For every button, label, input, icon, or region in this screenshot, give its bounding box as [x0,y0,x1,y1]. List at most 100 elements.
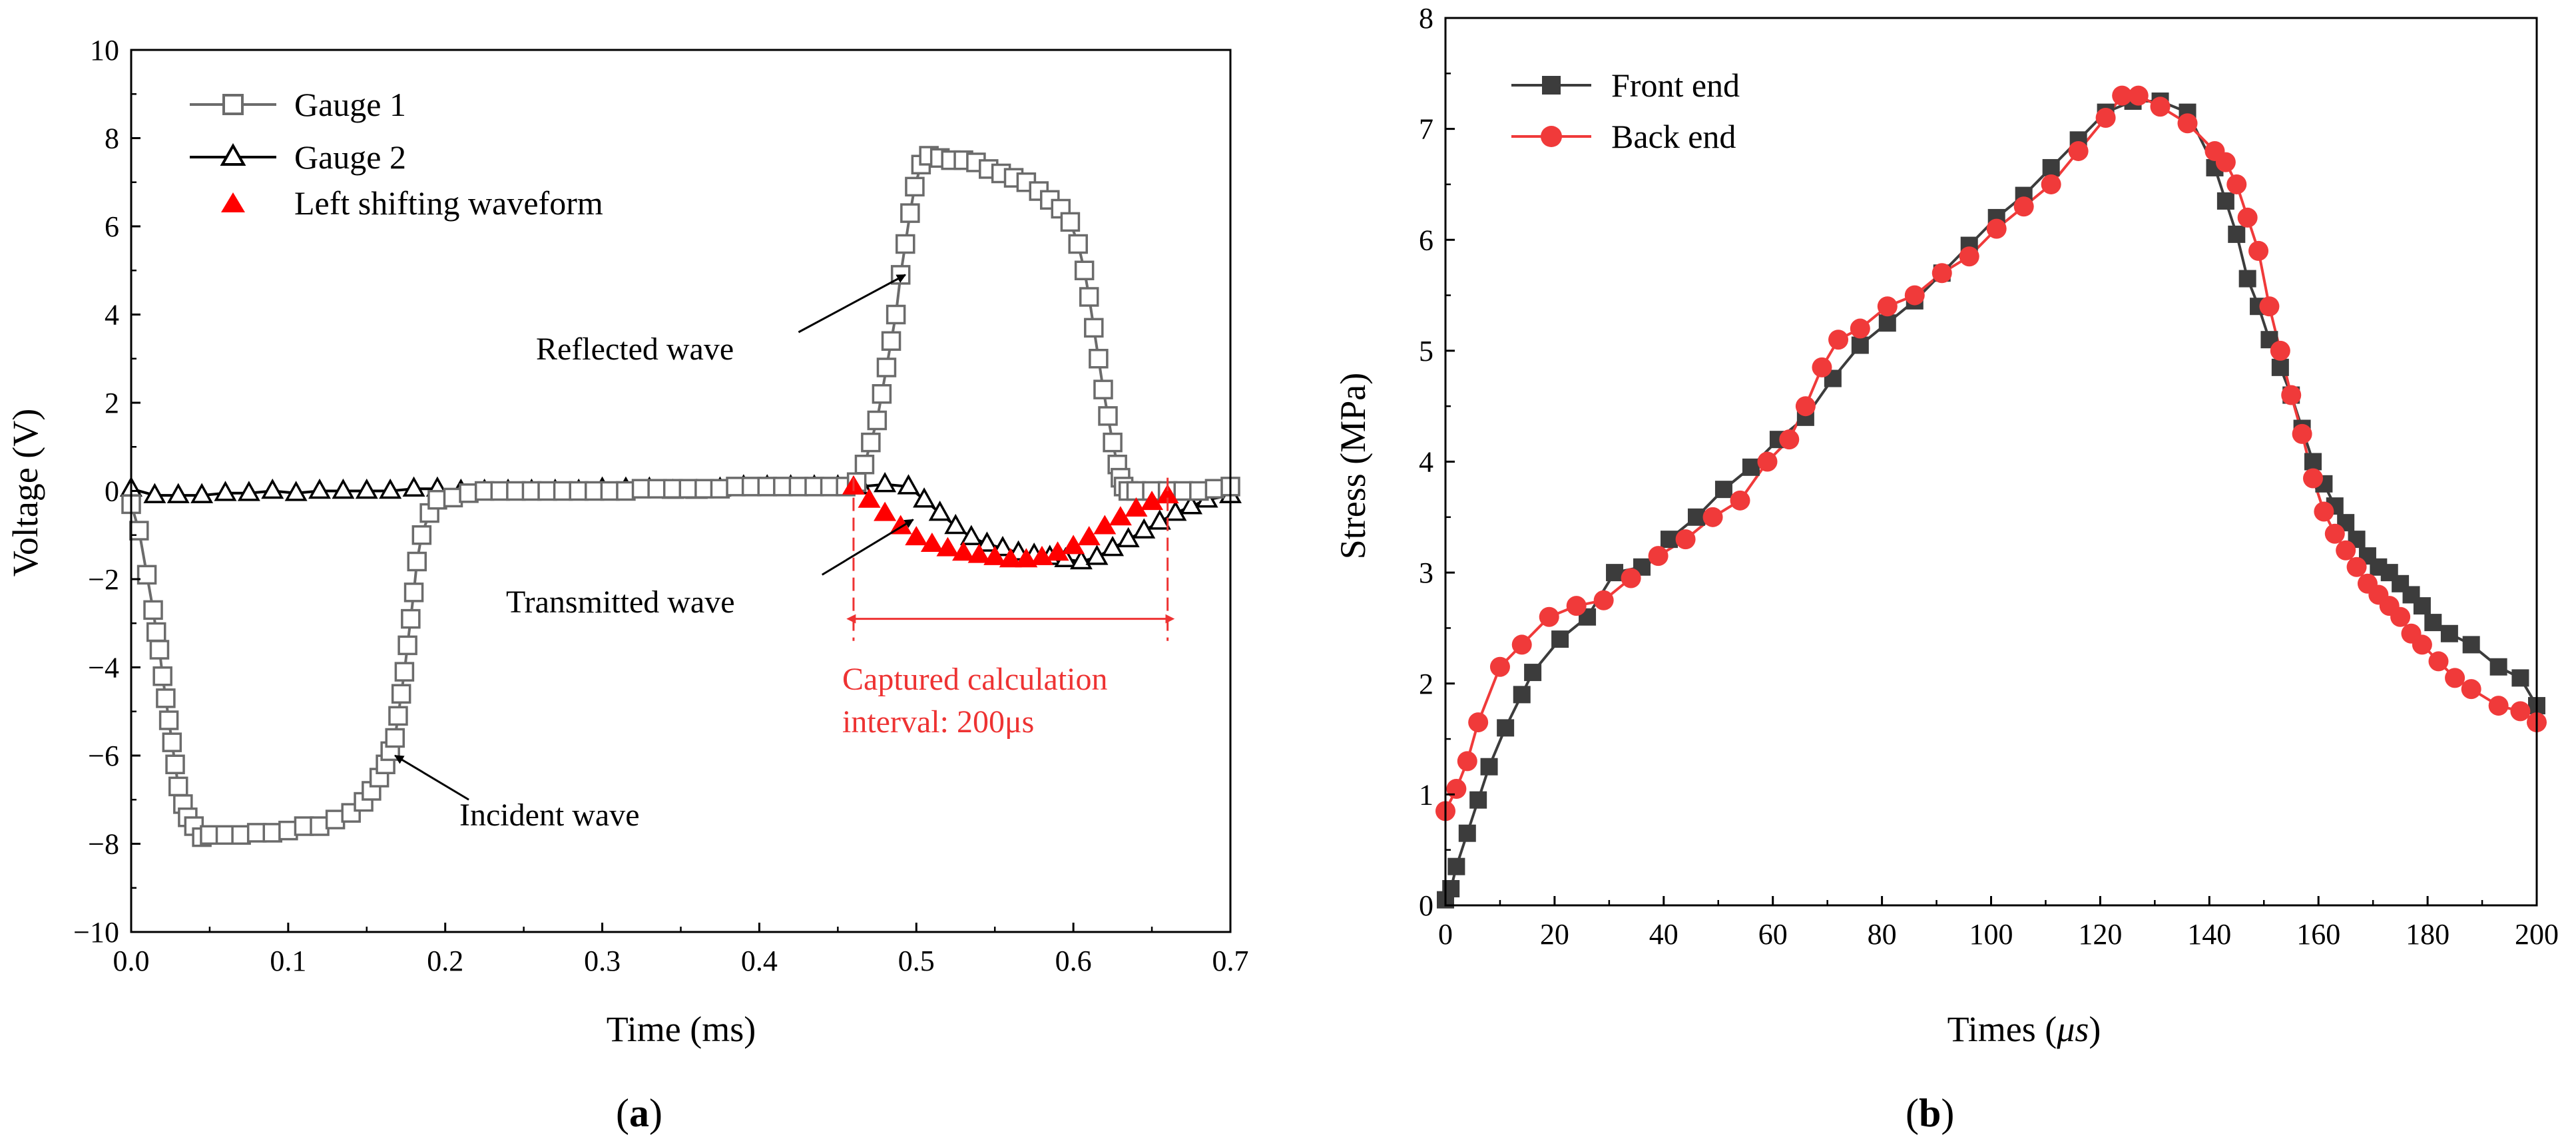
x-tick-label: 80 [1868,918,1897,951]
left-shifting-point [936,537,959,557]
y-tick-label: 6 [1419,224,1433,256]
x-tick-label: 180 [2406,918,2449,951]
back-end-point [1828,330,1849,350]
legend-item-left-shifting: Left shifting waveform [221,184,603,222]
reflected-wave-label: Reflected wave [536,332,734,367]
back-end-point [2112,85,2133,106]
gauge-2-point [402,476,425,497]
panel-a-series-layer [120,146,1242,847]
gauge-1-point [1084,318,1104,338]
x-tick-label: 0 [1438,918,1453,951]
y-tick-label: 0 [1419,889,1433,922]
back-end-point [1795,396,1816,417]
y-tick-label: 6 [105,210,119,243]
front-end-point [1497,719,1515,737]
back-end-point [1779,429,1800,450]
gauge-1-point [900,203,920,223]
panel-b-y-axis: 0 1 2 3 4 5 6 7 8 [1419,2,1455,922]
gauge-1-point [872,384,892,404]
gauge-1-point [881,331,902,351]
back-end-point [1468,712,1489,733]
gauge-2-point [166,483,190,503]
y-tick-label: −8 [88,828,119,861]
y-tick-label: −6 [88,740,119,772]
back-end-point [2428,651,2449,672]
front-end-point [1513,686,1531,704]
back-end-point [1986,218,2007,239]
gauge-1-point [1093,379,1113,399]
x-tick-label: 160 [2296,918,2340,951]
front-end-point [2413,597,2431,615]
gauge-1-point [1189,481,1209,501]
back-end-point [2095,107,2116,128]
gauge-2-point [190,483,214,503]
left-shifting-point [1093,515,1117,535]
back-end-point [1877,296,1898,317]
back-end-point [2324,523,2345,544]
front-end-point [1551,630,1569,648]
front-end-point [1606,564,1624,582]
gauge-1-point [1103,432,1123,453]
x-tick-label: 100 [1969,918,2013,951]
gauge-1-point [388,706,408,726]
back-end-point [2068,140,2089,161]
gauge-1-point [165,754,185,774]
back-end-point [1566,596,1587,616]
front-end-point [1742,458,1760,476]
gauge-2-point [143,483,166,503]
x-tick-label: 200 [2515,918,2559,951]
open-triangle-marker-icon [220,142,246,166]
transmitted-wave-label: Transmitted wave [506,584,735,620]
gauge-1-point [394,662,415,682]
gauge-2-point [944,513,967,535]
y-tick-label: 2 [1419,668,1433,700]
gauge-1-point [861,432,881,453]
gauge-1-point [310,816,330,836]
gauge-1-point [146,622,166,642]
back-end-point [1648,546,1669,567]
panel-a-x-axis-title: Time (ms) [607,1009,756,1049]
front-end-point [2271,358,2289,376]
back-end-line [1444,94,2538,812]
gauge-2-point [332,478,355,499]
gauge-2-point [1085,545,1109,565]
gauge-2-point [1180,494,1203,515]
gauge-1-point [616,481,636,501]
gauge-1-point [647,479,667,499]
front-end-point [1660,531,1678,549]
y-tick-label: 3 [1419,557,1433,589]
panel-a-annotations: Reflected wave Transmitted wave Incident… [394,274,1175,833]
gauge-2-point [308,478,332,499]
back-end-point [2041,174,2061,194]
gauge-1-point [407,551,427,572]
back-end-point [2314,501,2334,522]
gauge-1-point [391,684,411,704]
gauge-1-point [1068,234,1088,254]
back-end-point [1757,451,1778,472]
panel-b-legend: Front end Back end [1511,67,1740,155]
interval-label-line-2: interval: 200μs [842,704,1034,740]
left-shifting-point [1125,497,1148,517]
gauge-1-point [136,565,157,585]
front-end-point [2462,636,2480,654]
gauge-1-point [490,481,511,501]
x-tick-label: 0.2 [427,945,463,977]
gauge-1-point [521,481,542,501]
gauge-1-point [896,234,915,254]
interval-label-line-1: Captured calculation [842,662,1108,697]
gauge-2-point [237,481,260,501]
gauge-2-point [1101,536,1125,557]
front-end-point [2511,669,2529,687]
x-tick-label: 120 [2078,918,2122,951]
legend-label-front-end: Front end [1611,67,1740,104]
gauge-1-point [385,728,405,748]
gauge-1-point [662,479,683,499]
legend-item-gauge-1: Gauge 1 [190,86,406,123]
gauge-1-point [569,481,589,501]
front-end-point [1687,508,1705,526]
gauge-1-point [411,525,432,545]
back-end-point [1539,606,1559,627]
panel-a-label: (a) [616,1091,662,1135]
left-shifting-point [905,526,928,546]
x-tick-label: 0.7 [1212,945,1249,977]
